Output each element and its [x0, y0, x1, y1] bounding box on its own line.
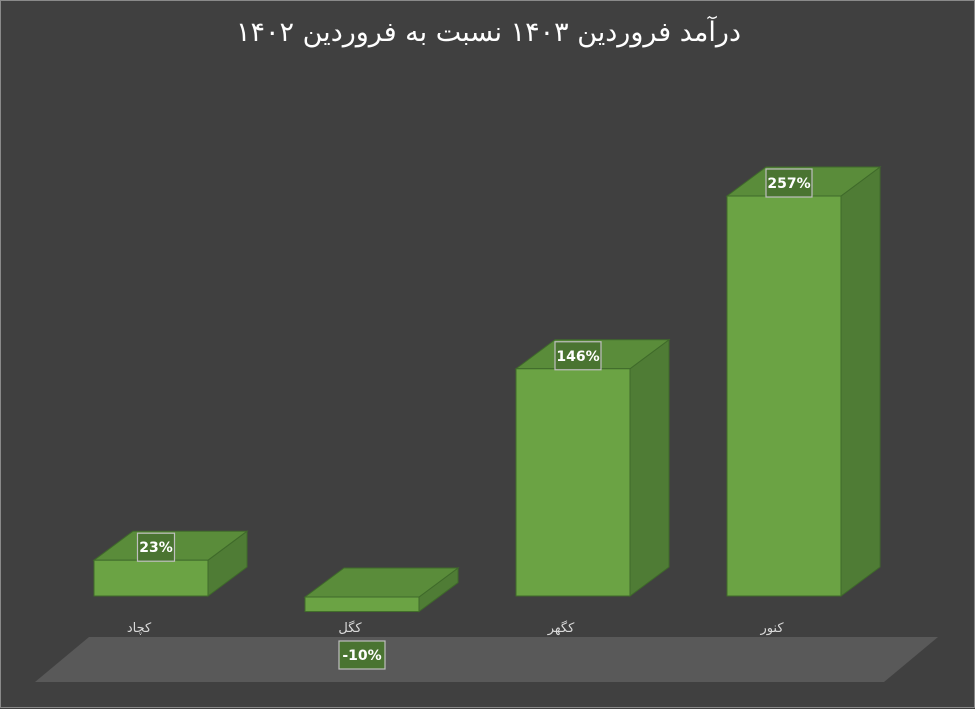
bar-0 — [93, 559, 209, 597]
bar-2 — [515, 368, 631, 597]
data-label-box-0 — [136, 532, 176, 562]
data-label-box-2 — [554, 341, 602, 371]
data-label-box-1 — [338, 640, 386, 670]
category-label-3: کنور — [759, 621, 784, 636]
data-label-1: -10% — [342, 648, 381, 664]
data-label-0: 23% — [139, 540, 173, 556]
category-label-1: کگل — [338, 620, 362, 636]
category-label-0: کچاد — [127, 621, 152, 636]
data-label-3: 257% — [767, 176, 810, 192]
bar-3 — [726, 195, 842, 597]
bar-1 — [304, 596, 420, 613]
data-label-2: 146% — [556, 349, 599, 365]
chart-floor — [35, 637, 938, 682]
category-label-2: کگهر — [547, 620, 575, 636]
chart-title: درآمد فروردین ۱۴۰۳ نسبت به فروردین ۱۴۰۲ — [236, 17, 741, 48]
data-label-box-3 — [765, 168, 813, 198]
bar-side-3 — [840, 166, 881, 597]
bar-side-2 — [629, 338, 670, 597]
